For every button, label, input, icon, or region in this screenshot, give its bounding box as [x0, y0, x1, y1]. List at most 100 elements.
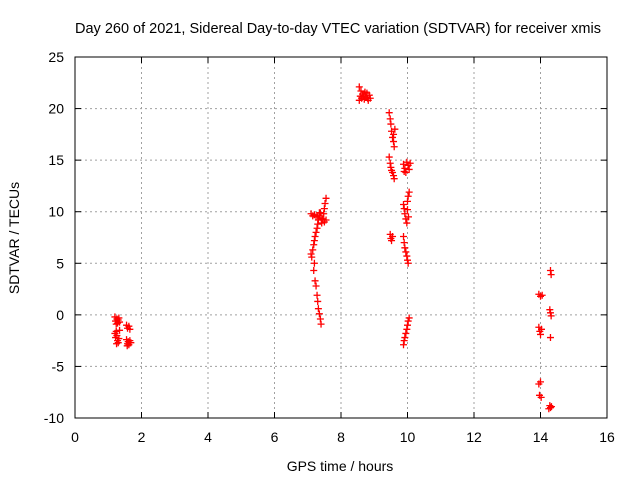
data-point	[401, 164, 409, 172]
data-point	[403, 325, 411, 333]
data-point	[385, 153, 393, 161]
x-tick-label: 10	[400, 429, 416, 445]
data-point	[537, 292, 544, 300]
data-point	[112, 327, 120, 335]
data-point	[365, 91, 373, 99]
data-point	[313, 291, 321, 299]
data-point	[402, 248, 410, 256]
data-point	[315, 209, 323, 217]
data-point	[390, 130, 398, 138]
data-point	[308, 253, 316, 261]
data-point	[538, 291, 546, 299]
data-point	[322, 216, 330, 224]
data-point	[404, 197, 411, 205]
y-tick-label: 10	[48, 204, 64, 220]
grid-lines	[75, 57, 607, 418]
data-point	[401, 334, 409, 342]
data-point	[389, 232, 397, 240]
data-point	[127, 339, 135, 347]
data-point	[115, 335, 123, 343]
data-point	[546, 306, 554, 314]
data-point	[355, 96, 363, 104]
y-axis-label: SDTVAR / TECUs	[6, 182, 22, 294]
data-point	[546, 404, 554, 412]
x-tick-label: 12	[466, 429, 482, 445]
data-point	[316, 315, 324, 323]
data-point	[314, 212, 322, 220]
data-point	[403, 252, 411, 260]
y-tick-label: 20	[48, 101, 64, 117]
y-tick-label: 5	[56, 255, 64, 271]
data-point	[310, 241, 318, 249]
data-point	[314, 220, 322, 228]
data-point	[390, 143, 398, 151]
data-point	[386, 159, 394, 167]
y-tick-labels: -10 -5 0 5 10 15 20 25	[44, 49, 64, 426]
data-point	[547, 312, 555, 320]
data-point	[547, 271, 555, 279]
x-tick-label: 4	[204, 429, 212, 445]
x-axis-label: GPS time / hours	[287, 458, 394, 474]
data-point	[390, 175, 398, 183]
data-point	[403, 158, 411, 166]
data-point	[404, 317, 412, 325]
data-point	[404, 192, 412, 200]
data-point	[402, 169, 410, 177]
data-point	[315, 310, 323, 318]
data-point	[404, 213, 412, 221]
data-point	[405, 165, 413, 173]
data-point	[401, 244, 409, 252]
data-points	[111, 83, 555, 413]
data-point	[312, 228, 320, 236]
data-point	[319, 215, 327, 223]
y-tick-label: -5	[52, 358, 65, 374]
x-tick-label: 0	[71, 429, 79, 445]
data-point	[546, 267, 554, 275]
data-point	[388, 237, 396, 245]
data-point	[537, 325, 545, 333]
data-point	[537, 393, 545, 401]
data-point	[312, 213, 320, 221]
y-tick-label: -10	[44, 410, 64, 426]
data-point	[115, 314, 123, 322]
data-point	[400, 341, 408, 349]
data-point	[314, 305, 322, 313]
data-point	[320, 210, 328, 218]
data-point	[355, 83, 363, 91]
data-point	[389, 133, 397, 141]
data-point	[357, 87, 365, 95]
data-point	[387, 163, 395, 171]
data-point	[317, 320, 325, 328]
data-point	[537, 330, 544, 338]
data-point	[116, 318, 124, 326]
data-point	[400, 232, 408, 240]
data-point	[404, 259, 412, 267]
data-point	[385, 109, 393, 117]
data-point	[312, 282, 320, 290]
data-point	[366, 94, 374, 102]
data-point	[390, 138, 398, 146]
data-point	[389, 169, 397, 177]
x-tick-label: 6	[271, 429, 279, 445]
data-point	[537, 378, 544, 386]
x-tick-label: 16	[599, 429, 615, 445]
data-point	[314, 297, 322, 305]
data-point	[313, 224, 321, 232]
data-point	[307, 250, 315, 258]
data-point	[125, 322, 133, 330]
data-point	[546, 309, 554, 317]
y-tick-label: 15	[48, 152, 64, 168]
data-point	[400, 200, 408, 208]
data-point	[401, 210, 409, 218]
data-point	[310, 237, 318, 245]
data-point	[402, 329, 410, 337]
data-point	[123, 342, 131, 350]
data-point	[400, 167, 408, 175]
data-point	[400, 205, 408, 213]
x-tick-label: 8	[337, 429, 345, 445]
data-point	[405, 314, 413, 322]
data-point	[547, 403, 555, 411]
data-point	[114, 339, 122, 347]
